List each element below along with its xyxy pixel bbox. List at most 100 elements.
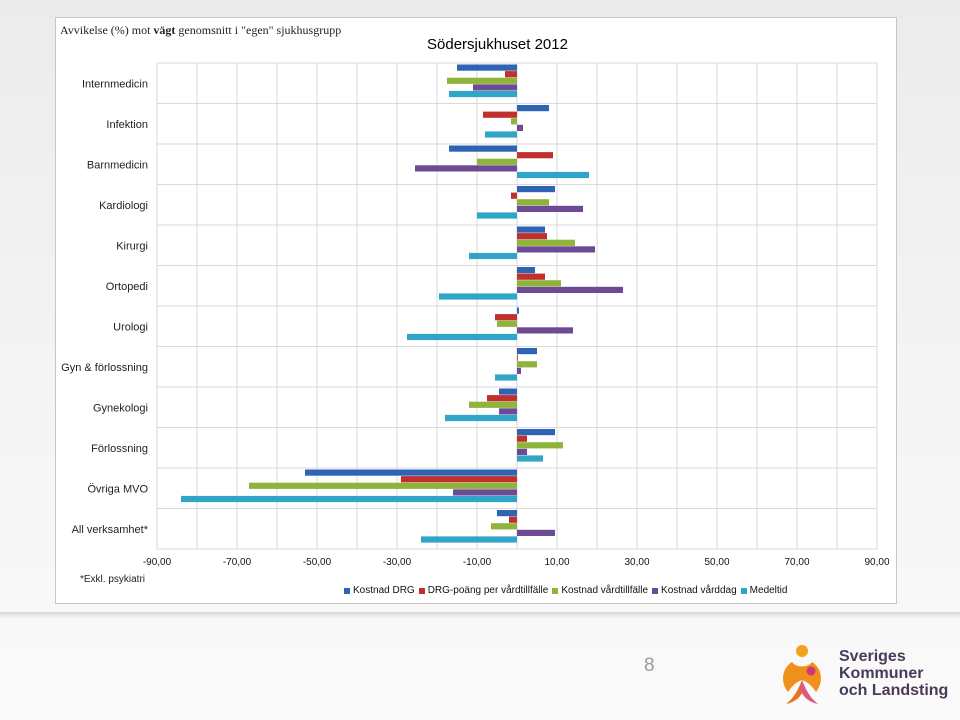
category-label: Gynekologi [93,402,148,414]
category-label: Kardiologi [99,200,148,212]
bar-5-1 [449,90,517,98]
x-tick-label: 70,00 [784,557,809,568]
chart-subtitle: Avvikelse (%) mot vägt genomsnitt i "ege… [60,23,342,37]
chart-title: Södersjukhuset 2012 [427,36,568,53]
category-label: Förlossning [91,443,148,455]
bar-3-2 [511,118,517,125]
bar-2-4 [511,192,517,199]
category-label: All verksamhet* [72,524,149,536]
bar-5-11 [181,495,517,503]
chart-legend: Kostnad DRG DRG-poäng per vårdtillfälle Ko… [344,585,791,596]
bar-5-12 [421,536,517,543]
bar-3-4 [517,199,549,206]
bar-3-10 [517,442,563,449]
bar-5-9 [445,414,517,422]
legend-label: DRG-poäng per vårdtillfälle [427,585,549,596]
bar-4-10 [517,448,527,455]
bar-4-3 [415,165,517,172]
category-label: Övriga MVO [87,483,148,495]
bar-2-12 [509,516,517,523]
category-label: Barnmedicin [87,159,148,171]
bar-2-8 [517,354,518,361]
category-label: Gyn & förlossning [61,362,148,374]
bar-1-1 [457,64,517,71]
x-tick-label: -30,00 [383,557,412,568]
legend-label: Kostnad vårddag [661,585,737,596]
bar-2-1 [505,71,517,78]
bar-1-8 [517,348,537,355]
bar-3-3 [477,158,517,165]
bar-2-2 [483,111,517,118]
bar-4-7 [517,327,573,334]
legend-item-1: Kostnad DRG [344,585,415,596]
bar-5-8 [495,374,517,381]
legend-item-3: Kostnad vårdtillfälle [552,585,648,596]
bar-3-1 [447,77,517,84]
legend-swatch [740,587,747,594]
bar-2-7 [495,314,517,321]
bar-2-10 [517,435,527,442]
page-number: 8 [644,655,655,676]
legend-item-4: Kostnad vårddag [652,585,737,596]
bar-3-5 [517,239,575,246]
bar-4-2 [517,124,523,131]
bar-3-8 [517,361,537,368]
logo-line-3: och Landsting [839,682,949,699]
x-tick-label: 90,00 [864,557,889,568]
bar-1-10 [517,429,555,436]
bar-3-6 [517,280,561,287]
bar-4-1 [473,84,517,91]
bar-1-3 [449,145,517,152]
bar-4-8 [517,367,521,374]
category-label: Kirurgi [116,240,148,252]
bar-2-6 [517,273,545,280]
x-tick-label: 10,00 [544,557,569,568]
legend-item-5: Medeltid [740,585,788,596]
bar-5-4 [477,212,517,219]
bar-1-6 [517,267,535,274]
bar-4-11 [453,489,517,496]
bar-1-7 [517,307,519,314]
bar-3-11 [249,482,517,489]
bar-3-9 [469,401,517,408]
slide-divider [0,612,960,618]
bar-4-12 [517,529,555,536]
bar-1-9 [499,388,517,395]
bar-5-7 [407,333,517,341]
x-tick-label: -90,00 [143,557,172,568]
category-label: Ortopedi [106,281,148,293]
bar-4-4 [517,205,583,212]
bar-2-3 [517,152,553,159]
logo-line-1: Sveriges [839,648,906,665]
bar-5-6 [439,293,517,300]
legend-swatch [552,587,559,594]
bar-3-12 [491,523,517,530]
category-label: Internmedicin [82,78,148,90]
legend-label: Kostnad DRG [353,585,415,596]
bar-2-5 [517,233,547,240]
bar-4-5 [517,246,595,253]
x-tick-label: -70,00 [223,557,252,568]
x-tick-label: 30,00 [624,557,649,568]
x-tick-label: -50,00 [303,557,332,568]
bar-1-2 [517,105,549,112]
bar-4-9 [499,408,517,415]
bar-3-7 [497,320,517,327]
bar-5-5 [469,252,517,260]
x-tick-label: 50,00 [704,557,729,568]
legend-swatch [418,587,425,594]
bar-2-9 [487,395,517,402]
bar-5-3 [517,171,589,179]
bar-1-5 [517,226,545,233]
legend-label: Medeltid [749,585,788,596]
logo-line-2: Kommuner [839,665,924,682]
bar-5-10 [517,455,543,462]
category-label: Infektion [106,119,148,131]
bar-2-11 [401,476,517,483]
x-tick-label: -10,00 [463,557,492,568]
logo-wordmark: Sveriges Kommuner och Landsting [839,648,948,699]
footnote: *Exkl. psykiatri [80,574,146,585]
bar-4-6 [517,286,623,293]
category-label: Urologi [113,321,148,333]
